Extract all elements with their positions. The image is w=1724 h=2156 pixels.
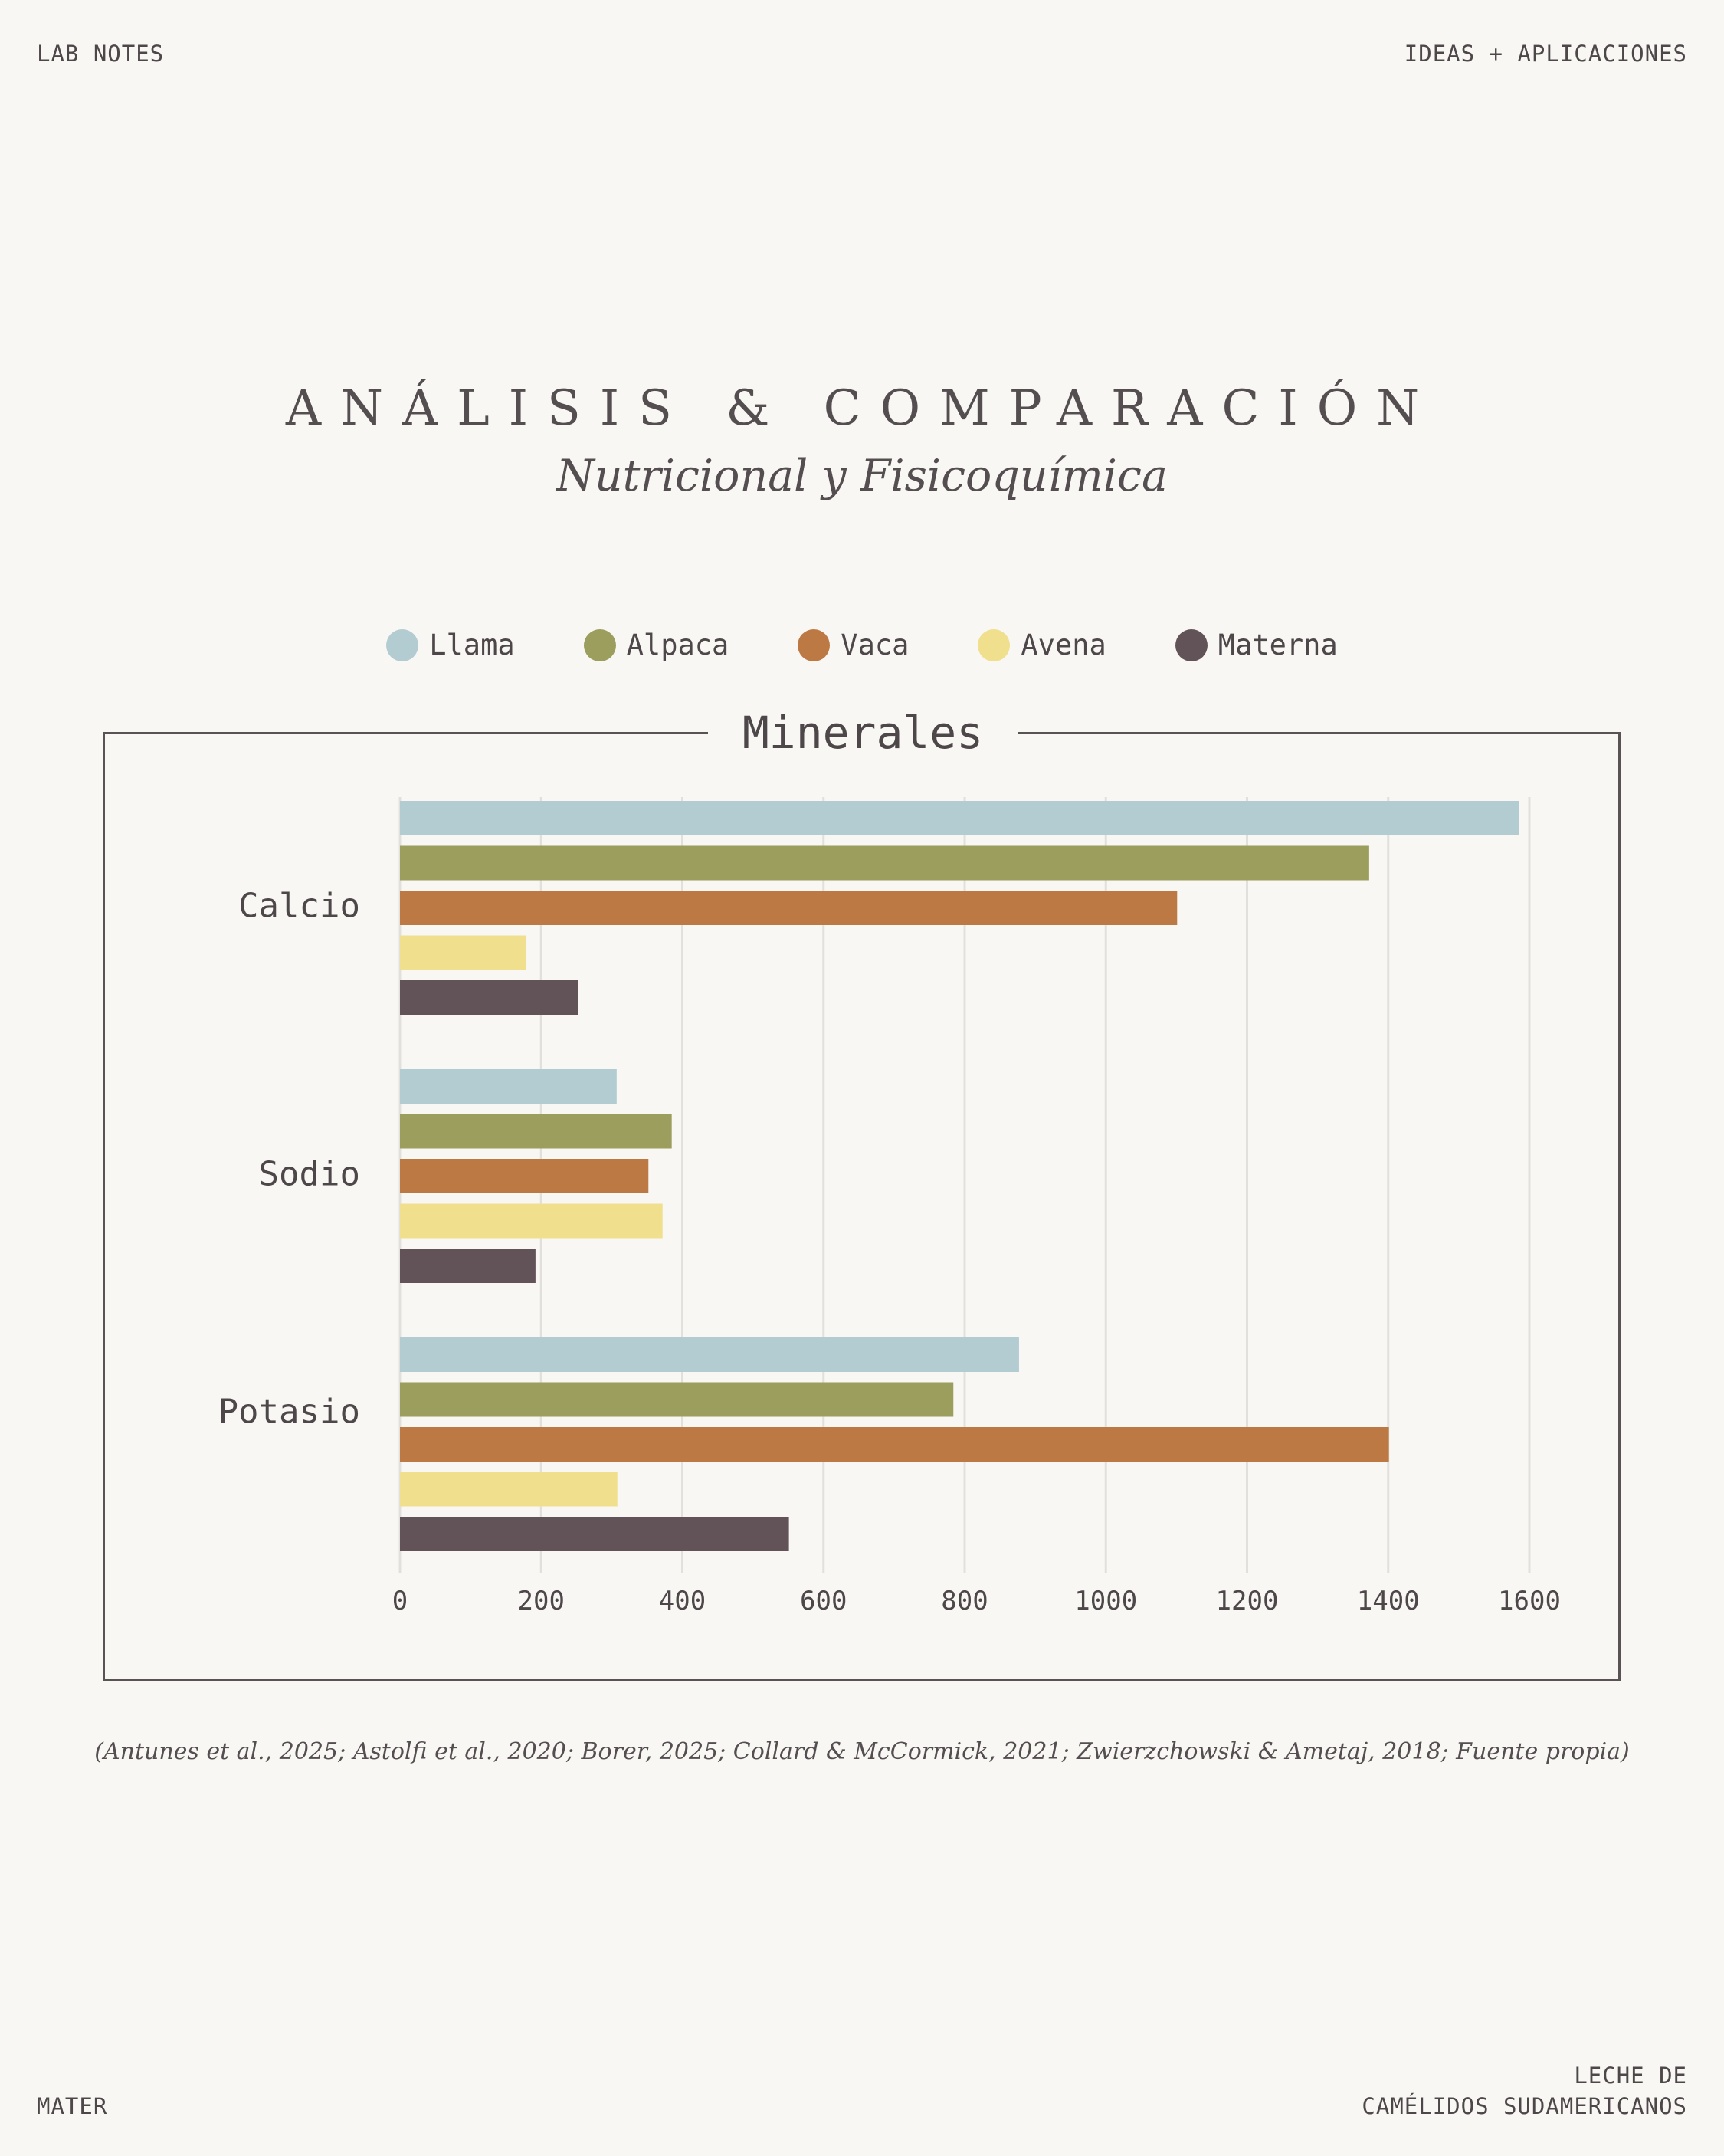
x-tick-label: 1400 — [1357, 1586, 1420, 1616]
x-tick-label: 1600 — [1498, 1586, 1561, 1616]
legend-swatch — [1175, 628, 1208, 661]
page-title: ANÁLISIS & COMPARACIÓN — [285, 380, 1439, 437]
legend-item-vaca: Vaca — [798, 628, 909, 661]
footer-right-line1: LECHE DE — [1574, 2062, 1687, 2089]
legend-label: Vaca — [841, 628, 910, 661]
legend-swatch — [978, 628, 1011, 661]
legend-item-alpaca: Alpaca — [583, 628, 729, 661]
x-tick-label: 1000 — [1074, 1586, 1137, 1616]
category-label: Sodio — [259, 1155, 360, 1194]
x-tick-label: 600 — [800, 1586, 847, 1616]
footer-right: LECHE DE CAMÉLIDOS SUDAMERICANOS — [1362, 2060, 1687, 2122]
bar-potasio-vaca — [400, 1427, 1389, 1462]
bar-sodio-avena — [400, 1203, 663, 1239]
bar-sodio-alpaca — [400, 1114, 672, 1149]
header-right: IDEAS + APLICACIONES — [1404, 41, 1687, 67]
chart-title: Minerales — [708, 704, 1018, 762]
bar-calcio-vaca — [400, 891, 1178, 925]
legend-item-avena: Avena — [978, 628, 1106, 661]
bar-sodio-materna — [400, 1249, 536, 1283]
x-tick-label: 1200 — [1216, 1586, 1279, 1616]
header-left: LAB NOTES — [37, 41, 165, 67]
chart-legend: Llama Alpaca Vaca Avena Materna — [0, 628, 1724, 661]
bar-sodio-vaca — [400, 1159, 649, 1193]
bar-potasio-alpaca — [400, 1382, 954, 1417]
x-tick-label: 200 — [518, 1586, 565, 1616]
legend-swatch — [583, 628, 616, 661]
bar-potasio-llama — [400, 1337, 1019, 1372]
category-label: Potasio — [218, 1393, 360, 1432]
legend-label: Materna — [1218, 628, 1338, 661]
bar-potasio-materna — [400, 1517, 789, 1551]
bar-calcio-avena — [400, 935, 526, 970]
legend-label: Llama — [429, 628, 515, 661]
footer-left: MATER — [37, 2093, 108, 2119]
x-tick-label: 0 — [392, 1586, 408, 1616]
bar-calcio-alpaca — [400, 845, 1369, 881]
legend-swatch — [798, 628, 831, 661]
bar-potasio-avena — [400, 1472, 618, 1507]
category-label: Calcio — [238, 887, 360, 926]
bar-calcio-llama — [400, 801, 1519, 835]
source-citation: (Antunes et al., 2025; Astolfi et al., 2… — [94, 1738, 1630, 1765]
legend-swatch — [386, 628, 419, 661]
legend-label: Alpaca — [626, 628, 729, 661]
page-subtitle: Nutricional y Fisicoquímica — [556, 451, 1168, 501]
legend-item-llama: Llama — [386, 628, 515, 661]
x-tick-label: 400 — [659, 1586, 706, 1616]
x-tick-label: 800 — [941, 1586, 988, 1616]
footer-right-line2: CAMÉLIDOS SUDAMERICANOS — [1362, 2093, 1687, 2119]
legend-item-materna: Materna — [1175, 628, 1338, 661]
bar-calcio-materna — [400, 980, 578, 1015]
legend-label: Avena — [1021, 628, 1106, 661]
bar-sodio-llama — [400, 1069, 617, 1104]
